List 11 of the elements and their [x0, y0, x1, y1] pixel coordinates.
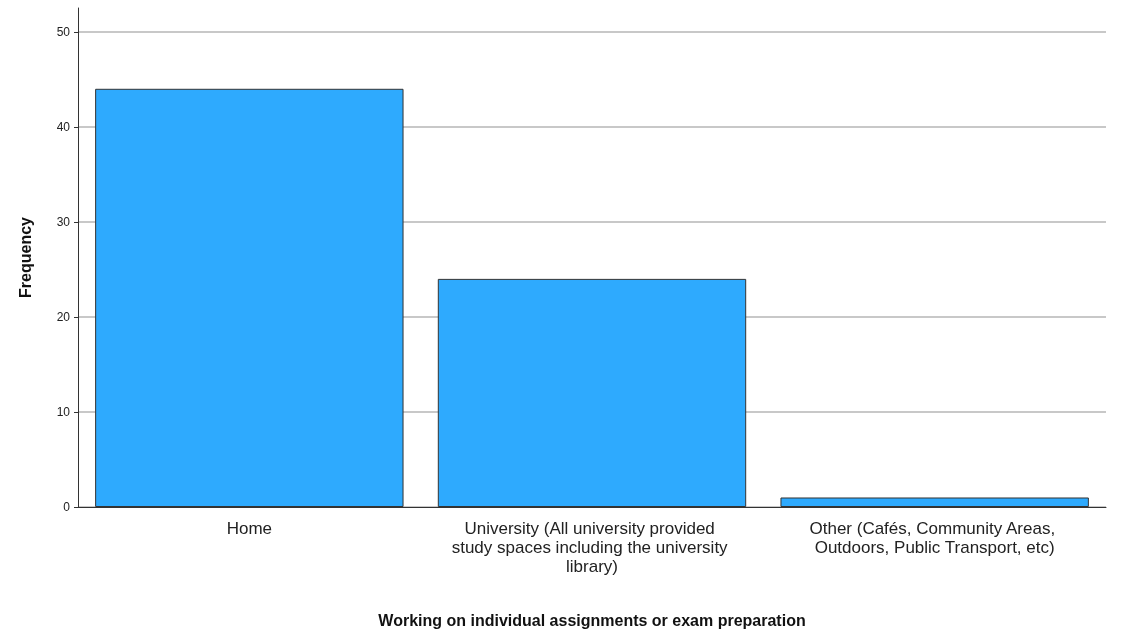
x-tick-label: Other (Cafés, Community Areas, Outdoors, Public Transport, etc) [809, 519, 1060, 557]
y-tick-label: 30 [56, 214, 71, 229]
y-axis-title: Frequency [16, 216, 34, 298]
x-axis-title: Working on individual assignments or exam preparation [378, 611, 806, 629]
x-tick-label: Home [226, 519, 273, 538]
y-tick-label: 10 [56, 404, 71, 419]
y-tick-label: 40 [56, 119, 71, 134]
y-tick-label: 50 [56, 24, 71, 39]
y-tick-label: 20 [56, 309, 71, 324]
x-tick-label: University (All university provided study spaces including the university library) [451, 519, 733, 576]
y-tick-label: 0 [63, 500, 71, 514]
